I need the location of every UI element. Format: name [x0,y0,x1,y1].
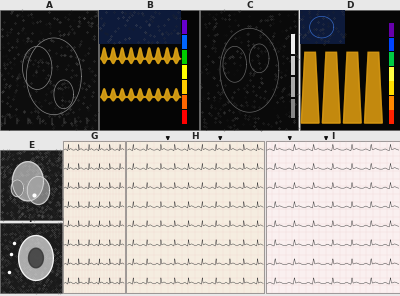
Text: E: E [28,141,34,150]
Polygon shape [364,52,382,123]
Bar [389,67,394,81]
Bar [182,50,187,64]
Bar [99,10,199,130]
Text: H: H [192,132,199,141]
Bar [99,10,181,44]
Polygon shape [344,52,361,123]
Bar [300,10,400,130]
Bar [389,96,394,110]
Bar [290,99,296,118]
Bar [389,110,394,124]
Text: G: G [90,132,98,141]
Bar [290,78,296,97]
Polygon shape [322,52,340,123]
Bar [182,20,187,34]
Bar [200,10,298,130]
Bar [182,35,187,49]
Bar [290,34,296,54]
Bar [126,141,264,293]
Bar [0,10,98,130]
Bar [182,65,187,79]
Bar [389,52,394,66]
Polygon shape [301,52,319,123]
Text: I: I [331,132,334,141]
Bar [389,81,394,95]
Polygon shape [344,52,361,123]
Bar [389,23,394,37]
Text: D: D [346,1,354,10]
Text: C: C [246,1,253,10]
Polygon shape [11,180,24,197]
Polygon shape [28,248,43,268]
Text: B: B [146,1,153,10]
Bar [290,56,296,75]
Text: A: A [46,1,52,10]
Bar [63,141,125,293]
Polygon shape [301,52,319,123]
Bar [182,95,187,109]
Bar [182,80,187,94]
Bar [300,10,345,44]
Bar [182,110,187,124]
Polygon shape [19,236,53,280]
Bar [389,38,394,52]
Polygon shape [364,52,382,123]
Polygon shape [12,162,44,201]
Bar [266,141,400,293]
Bar [0,150,62,220]
Polygon shape [322,52,340,123]
Polygon shape [27,176,50,205]
Text: F: F [28,215,34,224]
Bar [0,223,62,293]
